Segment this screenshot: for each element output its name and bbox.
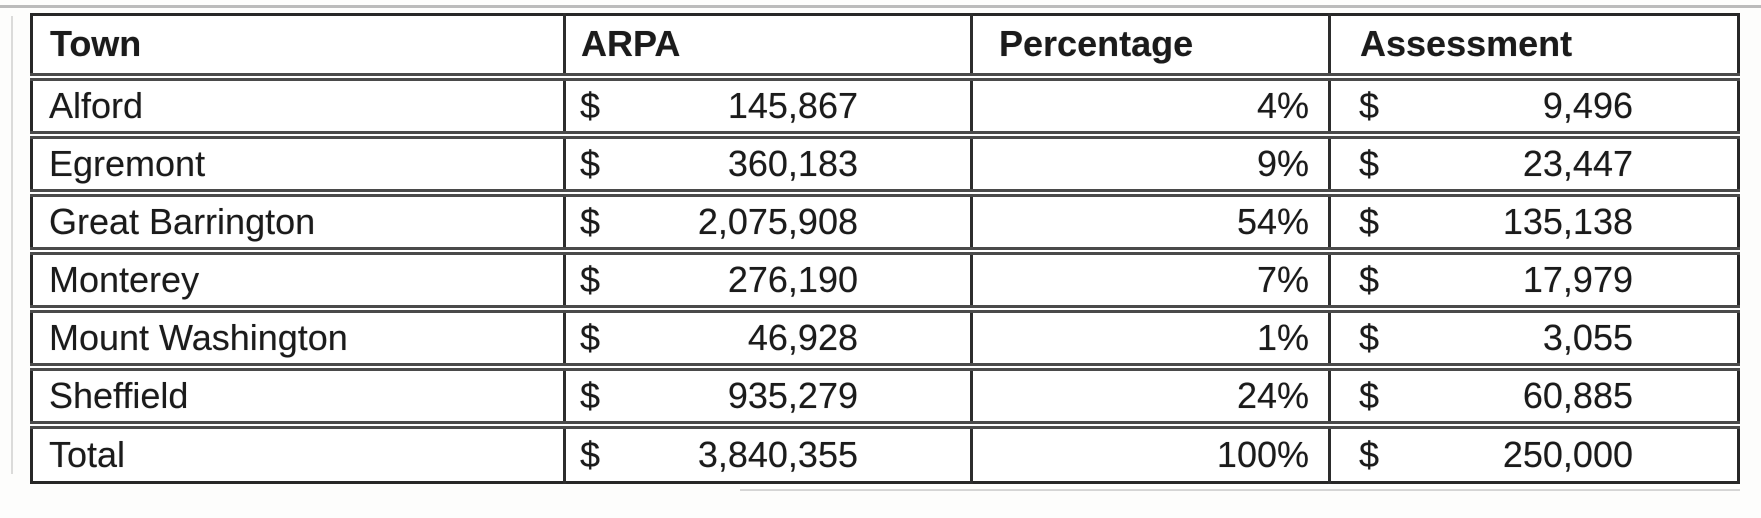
assessment-value: 135,138 [1502, 200, 1633, 242]
currency-symbol: $ [580, 316, 601, 358]
table-row-sheffield: Sheffield $ 935,279 24% $ 60,885 [31, 366, 1739, 429]
scan-artifact-top-line [0, 5, 1761, 8]
cell-town: Sheffield [31, 366, 565, 429]
cell-percentage: 4% [970, 76, 1330, 139]
assessment-value: 250,000 [1502, 433, 1633, 475]
cell-assessment: $ 17,979 [1328, 250, 1739, 313]
currency-symbol: $ [1359, 84, 1380, 126]
cell-town: Total [49, 433, 126, 475]
cell-arpa: $ 935,279 [563, 366, 972, 429]
cell-town: Monterey [31, 250, 565, 313]
cell-arpa: $ 46,928 [563, 308, 972, 371]
cell-arpa: $ 2,075,908 [563, 192, 972, 255]
currency-symbol: $ [1359, 142, 1380, 184]
cell-arpa: $ 3,840,355 [563, 424, 972, 483]
currency-symbol: $ [580, 200, 601, 242]
currency-symbol: $ [580, 374, 601, 416]
table-row-great-barrington: Great Barrington $ 2,075,908 54% $ 135,1… [31, 192, 1739, 255]
cell-assessment: $ 9,496 [1328, 76, 1739, 139]
cell-assessment: $ 60,885 [1328, 366, 1739, 429]
assessment-value: 23,447 [1522, 142, 1633, 184]
cell-percentage: 24% [970, 366, 1330, 429]
cell-assessment: $ 23,447 [1328, 134, 1739, 197]
currency-symbol: $ [1359, 433, 1380, 475]
cell-arpa: $ 276,190 [563, 250, 972, 313]
cell-town: Mount Washington [31, 308, 565, 371]
cell-town: Alford [31, 76, 565, 139]
currency-symbol: $ [580, 258, 601, 300]
arpa-value: 360,183 [727, 142, 858, 184]
cell-town: Egremont [31, 134, 565, 197]
column-header-town: Town [31, 14, 565, 81]
cell-percentage: 54% [970, 192, 1330, 255]
table-row-monterey: Monterey $ 276,190 7% $ 17,979 [31, 250, 1739, 313]
cell-assessment: $ 3,055 [1328, 308, 1739, 371]
cell-town: Great Barrington [31, 192, 565, 255]
arpa-value: 935,279 [727, 374, 858, 416]
scan-artifact-left-line [11, 16, 13, 474]
cell-arpa: $ 360,183 [563, 134, 972, 197]
assessment-value: 60,885 [1522, 374, 1633, 416]
cell-percentage: 1% [970, 308, 1330, 371]
currency-symbol: $ [1359, 258, 1380, 300]
table-row-mount-washington: Mount Washington $ 46,928 1% $ 3,055 [31, 308, 1739, 371]
cell-assessment: $ 250,000 [1328, 424, 1739, 483]
cell-percentage: 7% [970, 250, 1330, 313]
scan-artifact-bottom-line [740, 489, 1740, 491]
column-header-arpa: ARPA [563, 14, 972, 81]
assessment-value: 3,055 [1542, 316, 1633, 358]
assessment-value: 9,496 [1542, 84, 1633, 126]
table-row-total: Total $ 3,840,355 100% $ 250,000 [32, 424, 1739, 483]
currency-symbol: $ [580, 142, 601, 184]
table-row-egremont: Egremont $ 360,183 9% $ 23,447 [31, 134, 1739, 197]
assessment-value: 17,979 [1522, 258, 1633, 300]
cell-arpa: $ 145,867 [563, 76, 972, 139]
arpa-value: 46,928 [747, 316, 858, 358]
currency-symbol: $ [1359, 374, 1380, 416]
table-row-alford: Alford $ 145,867 4% $ 9,496 [31, 76, 1739, 139]
currency-symbol: $ [1359, 316, 1380, 358]
column-header-percentage: Percentage [970, 14, 1330, 81]
currency-symbol: $ [580, 433, 601, 475]
currency-symbol: $ [1359, 200, 1380, 242]
arpa-assessment-table: Town ARPA Percentage Assessment Alford $… [30, 13, 1740, 484]
cell-percentage: 9% [970, 134, 1330, 197]
arpa-value: 2,075,908 [697, 200, 858, 242]
cell-assessment: $ 135,138 [1328, 192, 1739, 255]
arpa-value: 276,190 [727, 258, 858, 300]
arpa-value: 3,840,355 [697, 433, 858, 475]
currency-symbol: $ [580, 84, 601, 126]
table-header-row: Town ARPA Percentage Assessment [31, 14, 1739, 81]
arpa-value: 145,867 [727, 84, 858, 126]
column-header-assessment: Assessment [1328, 14, 1739, 81]
cell-percentage: 100% [970, 424, 1330, 483]
